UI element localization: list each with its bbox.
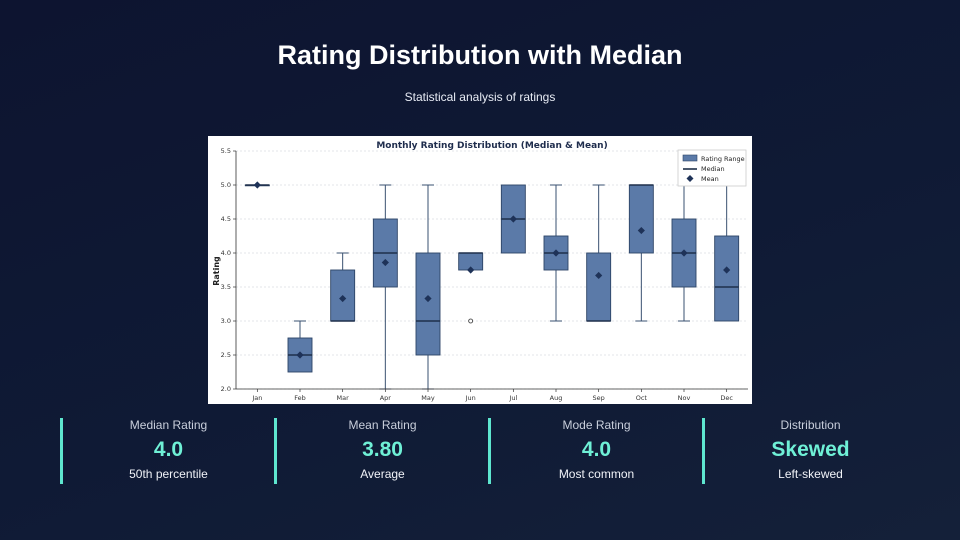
box-jul (500, 184, 526, 254)
box-dec (714, 184, 740, 322)
stat-note: 50th percentile (129, 467, 208, 481)
x-tick-label: Aug (550, 394, 563, 402)
mean-marker (552, 249, 560, 257)
x-tick-label: Jun (465, 394, 476, 402)
slide-title: Rating Distribution with Median (277, 40, 683, 70)
stat-distribution: Distribution Skewed Left-skewed (702, 418, 916, 484)
stat-label: Mode Rating (562, 418, 631, 432)
box-aug (543, 184, 569, 322)
chart-title: Monthly Rating Distribution (Median & Me… (376, 141, 607, 151)
box-jan (244, 181, 270, 189)
stat-value: 3.80 (362, 438, 403, 461)
y-tick-label: 5.5 (221, 147, 231, 155)
stat-label: Distribution (780, 418, 841, 432)
stat-mean: Mean Rating 3.80 Average (274, 418, 488, 484)
x-tick-label: Feb (294, 394, 306, 402)
mean-marker (467, 266, 475, 274)
stat-value: Skewed (771, 438, 850, 461)
x-tick-label: May (421, 394, 435, 402)
box-oct (628, 184, 654, 322)
mean-marker (595, 271, 603, 280)
y-tick-label: 3.5 (221, 283, 231, 291)
box-sep (586, 184, 612, 322)
box-nov (671, 184, 697, 322)
slide-subtitle: Statistical analysis of ratings (404, 90, 556, 104)
boxes (244, 181, 740, 390)
x-tick-label: Apr (380, 394, 392, 402)
y-tick-label: 4.5 (221, 215, 231, 223)
mean-marker (680, 249, 688, 257)
legend-label-range: Rating Range (701, 155, 745, 163)
y-axis-label: Rating (212, 256, 221, 286)
chart-panel: Monthly Rating Distribution (Median & Me… (208, 136, 752, 404)
y-tick-label: 4.0 (221, 249, 231, 257)
stat-note: Left-skewed (778, 467, 843, 481)
x-tick-label: Nov (678, 394, 691, 402)
x-tick-label: Jan (251, 394, 262, 402)
x-tick-label: Mar (337, 394, 350, 402)
stats-row: Median Rating 4.0 50th percentile Mean R… (60, 418, 916, 484)
box-iqr (586, 252, 612, 322)
x-tick-label: Dec (720, 394, 733, 402)
outlier-point (468, 318, 474, 324)
stat-note: Average (360, 467, 405, 481)
mean-marker (723, 266, 731, 274)
stat-label: Median Rating (129, 418, 208, 432)
mean-marker (637, 226, 645, 235)
box-plot-chart: Monthly Rating Distribution (Median & Me… (212, 141, 748, 402)
box-mar (330, 252, 356, 322)
axes: 2.0 2.5 3.0 3.5 4.0 4.5 5.0 5.5 Jan Feb Mar Apr May J… (221, 147, 748, 402)
stat-value: 4.0 (153, 438, 184, 461)
legend-label-mean: Mean (701, 175, 719, 183)
grid-lines (236, 150, 748, 390)
legend-label-median: Median (701, 165, 725, 173)
box-apr (372, 184, 398, 390)
x-tick-label: Jul (508, 394, 517, 402)
mean-marker (296, 351, 304, 359)
stat-note: Most common (558, 467, 635, 481)
box-iqr (714, 235, 740, 322)
box-feb (287, 320, 313, 373)
y-tick-label: 2.5 (221, 351, 231, 359)
y-tick-label: 3.0 (221, 317, 231, 325)
x-tick-label: Sep (593, 394, 605, 402)
stat-median: Median Rating 4.0 50th percentile (60, 418, 274, 484)
box-may (415, 184, 441, 390)
stat-value: 4.0 (581, 438, 612, 461)
mean-marker (424, 294, 432, 303)
stat-label: Mean Rating (348, 418, 417, 432)
legend: Rating Range Median Mean (677, 149, 747, 187)
mean-marker (509, 215, 517, 223)
mean-marker (339, 294, 347, 303)
box-iqr (628, 184, 654, 254)
box-iqr (415, 252, 441, 356)
mean-marker (253, 181, 261, 189)
x-tick-label: Oct (636, 394, 648, 402)
box-jun (458, 252, 484, 324)
stat-mode: Mode Rating 4.0 Most common (488, 418, 702, 484)
y-tick-label: 5.0 (221, 181, 231, 189)
legend-swatch-range (682, 154, 698, 162)
y-tick-label: 2.0 (221, 385, 231, 393)
legend-swatch-mean (686, 175, 694, 182)
